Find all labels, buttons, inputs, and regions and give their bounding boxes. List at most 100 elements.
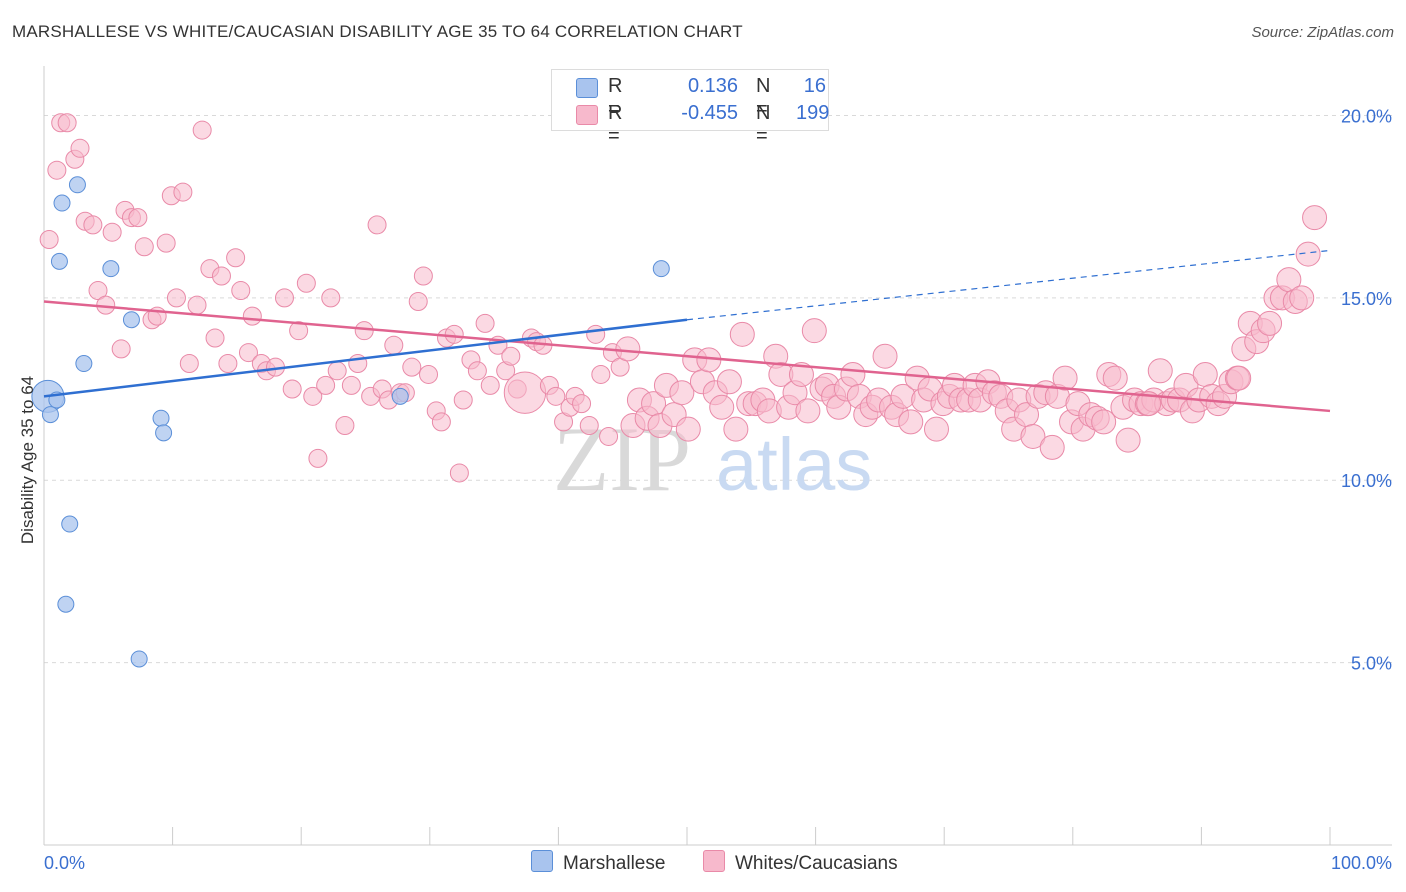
marshallese-point <box>75 355 93 373</box>
axes <box>43 66 1392 846</box>
marshallese-point <box>122 311 140 329</box>
white-caucasian-point <box>449 463 469 483</box>
white-caucasian-point <box>205 328 225 348</box>
y-tick-label: 20.0% <box>1341 106 1392 126</box>
white-caucasian-point <box>1302 205 1328 231</box>
white-caucasian-point <box>218 354 238 374</box>
white-caucasian-point <box>321 288 341 308</box>
r-label: R = <box>608 102 623 147</box>
white-caucasian-point <box>1226 365 1252 391</box>
white-caucasian-point <box>615 336 641 362</box>
n-value: 199 <box>796 102 830 124</box>
white-caucasian-point <box>419 364 439 384</box>
white-caucasian-point <box>1115 427 1141 453</box>
white-caucasian-point <box>384 335 404 355</box>
white-caucasian-point <box>70 138 90 158</box>
white-caucasian-point <box>102 222 122 242</box>
white-caucasian-point <box>675 416 701 442</box>
white-caucasian-point <box>431 412 451 432</box>
white-caucasian-point <box>1091 409 1117 435</box>
white-caucasian-point <box>1192 361 1218 387</box>
chart-title: MARSHALLESE VS WHITE/CAUCASIAN DISABILIT… <box>12 22 743 41</box>
white-caucasian-point <box>709 394 735 420</box>
white-caucasian-point <box>1147 358 1173 384</box>
marshallese-point <box>155 424 173 442</box>
white-caucasian-point <box>1039 434 1065 460</box>
x-tick-label-max: 100.0% <box>1331 853 1392 873</box>
marshallese-point <box>61 515 79 533</box>
y-tick-label: 10.0% <box>1341 471 1392 491</box>
marshallese-point <box>391 387 409 405</box>
white-caucasian-point <box>795 398 821 424</box>
white-caucasian-point <box>1295 241 1321 267</box>
white-caucasian-point <box>801 318 827 344</box>
white-caucasian-point <box>475 313 495 333</box>
r-value: -0.455 <box>681 102 738 124</box>
white-caucasian-point <box>1102 365 1128 391</box>
white-caucasian-point <box>83 215 103 235</box>
white-caucasian-point <box>872 343 898 369</box>
whites-legend-swatch <box>703 850 725 872</box>
marshallese-point <box>652 260 670 278</box>
white-caucasian-point <box>289 321 309 341</box>
x-tick-label-min: 0.0% <box>44 853 85 873</box>
white-caucasian-point <box>211 266 231 286</box>
white-caucasian-point <box>128 208 148 228</box>
marshallese-legend-swatch <box>531 850 553 872</box>
white-swatch <box>576 105 598 125</box>
white-caucasian-point <box>1020 423 1046 449</box>
white-caucasian-point <box>840 361 866 387</box>
white-caucasian-point <box>134 237 154 257</box>
marshallese-point <box>68 176 86 194</box>
legend-item-marshallese[interactable]: Marshallese <box>531 850 665 875</box>
white-caucasian-point <box>591 364 611 384</box>
white-caucasian-point <box>1136 391 1162 417</box>
white-caucasian-point <box>39 229 59 249</box>
white-caucasian-point <box>503 371 547 414</box>
white-caucasian-point <box>729 321 755 347</box>
n-label: N = <box>756 102 771 147</box>
white-caucasian-point <box>444 324 464 344</box>
white-caucasian-point <box>579 416 599 436</box>
marshallese-point <box>130 650 148 668</box>
white-caucasian-point <box>723 416 749 442</box>
white-caucasian-point <box>1289 285 1315 311</box>
y-axis-label: Disability Age 35 to 64 <box>18 376 37 544</box>
white-caucasian-point <box>1052 365 1078 391</box>
white-caucasian-point <box>546 386 566 406</box>
white-caucasian-point <box>274 288 294 308</box>
white-caucasian-point <box>231 281 251 301</box>
whites-trend-line <box>43 300 1331 413</box>
n-label: N = <box>756 75 771 120</box>
n-value: 16 <box>803 75 826 97</box>
marshallese-trend-extension <box>686 249 1331 321</box>
white-caucasian-point <box>1257 310 1283 336</box>
white-caucasian-point <box>88 281 108 301</box>
marshallese-point <box>102 260 120 278</box>
r-label: R = <box>608 75 623 120</box>
marshallese-point <box>57 595 75 613</box>
tick-labels: 5.0% 10.0% 15.0% 20.0% 0.0% 100.0% <box>44 106 1392 873</box>
trend-lines <box>43 249 1331 413</box>
white-caucasian-point <box>402 357 422 377</box>
white-caucasian-point <box>308 448 328 468</box>
white-caucasian-point <box>354 321 374 341</box>
marshallese-legend-label: Marshallese <box>563 853 666 874</box>
white-caucasian-point <box>572 394 592 414</box>
marshallese-point <box>41 406 59 424</box>
white-caucasian-point <box>303 386 323 406</box>
whites-caucasians-points <box>39 113 1328 483</box>
white-caucasian-point <box>47 160 67 180</box>
marshallese-trend-line <box>43 318 688 398</box>
white-caucasian-point <box>156 233 176 253</box>
marshallese-point <box>50 252 68 270</box>
correlation-legend: R = 0.136 N = 16 R = -0.455 N = 199 <box>551 69 830 147</box>
white-caucasian-point <box>316 375 336 395</box>
white-caucasian-point <box>669 380 695 406</box>
white-caucasian-point <box>453 390 473 410</box>
white-caucasian-point <box>179 354 199 374</box>
legend-item-whites[interactable]: Whites/Caucasians <box>703 850 898 875</box>
white-caucasian-point <box>187 295 207 315</box>
whites-legend-label: Whites/Caucasians <box>735 853 898 874</box>
